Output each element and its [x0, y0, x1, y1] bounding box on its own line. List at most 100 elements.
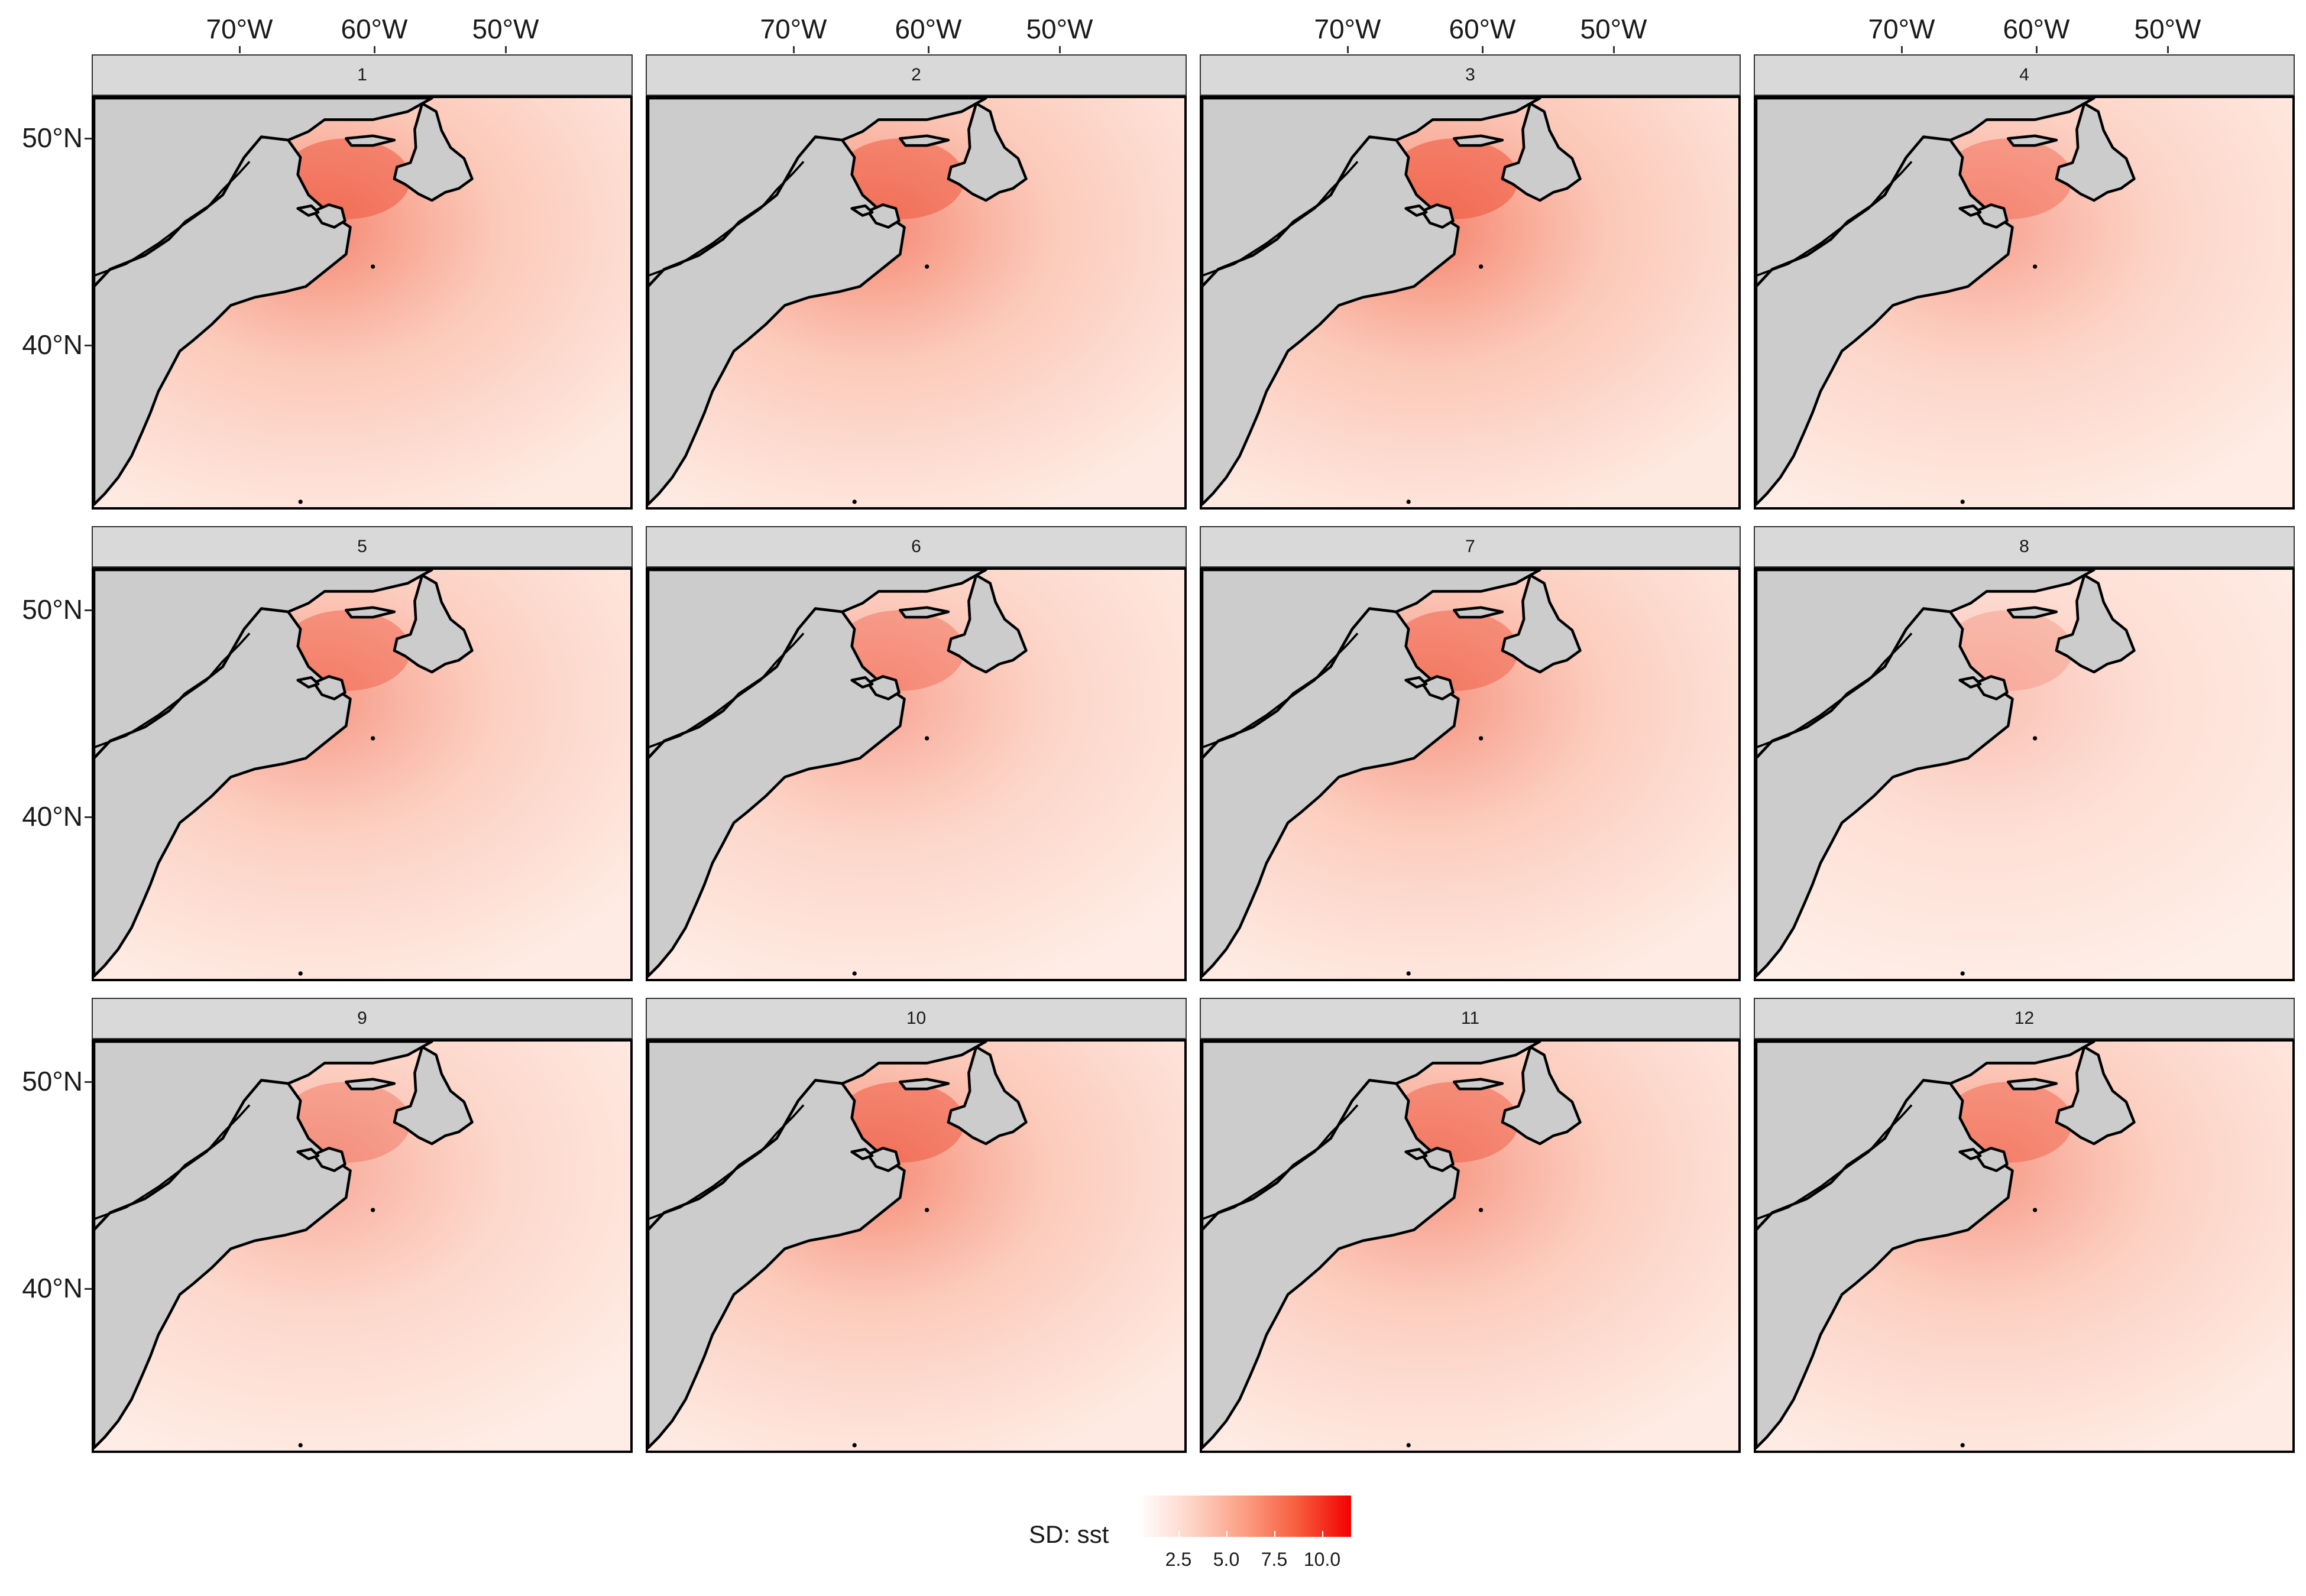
anticosti-island-land	[345, 134, 396, 147]
sst-sd-map	[94, 1042, 630, 1451]
sable-island	[1479, 1208, 1484, 1212]
map-frame	[1754, 1039, 2295, 1453]
cape-breton-land	[1420, 1147, 1455, 1172]
newfoundland-land	[393, 1045, 474, 1146]
bermuda	[1960, 971, 1965, 976]
cape-breton-land	[312, 203, 346, 229]
panel-strip-label: 12	[1754, 998, 2295, 1039]
legend-tick-mark	[1178, 1531, 1180, 1537]
panel-strip-label: 4	[1754, 54, 2295, 96]
newfoundland-land	[2055, 573, 2136, 674]
border-line	[94, 632, 251, 749]
longitude-tick-label: 60°W	[895, 14, 962, 44]
panel-strip-label: 11	[1200, 998, 1741, 1039]
latitude-tick-mark	[85, 1081, 92, 1083]
anticosti-island-land	[1453, 1078, 1504, 1091]
pei-island-land	[850, 204, 874, 217]
panel-strip-label: 9	[92, 998, 633, 1039]
sable-island	[2033, 736, 2038, 741]
sst-sd-map	[1756, 98, 2292, 507]
longitude-tick-mark	[1613, 46, 1615, 53]
latitude-tick-mark	[85, 816, 92, 818]
map-frame	[646, 96, 1187, 510]
map-panel: 4	[1754, 54, 2295, 510]
cape-breton-land	[1974, 675, 2009, 700]
sable-island	[925, 736, 929, 741]
sst-sd-map	[648, 98, 1184, 507]
legend-tick-mark	[1274, 1531, 1275, 1537]
border-line	[94, 1104, 251, 1221]
panel-strip-label: 10	[646, 998, 1187, 1039]
longitude-tick-mark	[1347, 46, 1349, 53]
anticosti-island-land	[345, 606, 396, 619]
map-frame	[1200, 567, 1741, 981]
map-panel: 10	[646, 998, 1187, 1453]
sable-island	[1479, 736, 1484, 741]
bermuda	[852, 499, 857, 504]
map-frame	[1200, 1039, 1741, 1453]
pei-island-land	[1958, 204, 1982, 217]
anticosti-island-land	[2007, 134, 2058, 147]
newfoundland-land	[1501, 1045, 1582, 1146]
legend-title: SD: sst	[1029, 1520, 1109, 1548]
latitude-tick-mark	[85, 609, 92, 611]
longitude-tick-mark	[1482, 46, 1484, 53]
legend-tick-mark	[1226, 1531, 1228, 1537]
bermuda	[1960, 499, 1965, 504]
bermuda	[1960, 1443, 1965, 1448]
cape-breton-land	[1974, 1147, 2009, 1172]
latitude-tick-label: 40°N	[22, 1273, 83, 1303]
anticosti-island-land	[899, 134, 950, 147]
newfoundland-land	[947, 573, 1028, 674]
sst-sd-map	[1756, 1042, 2292, 1451]
panel-strip-label: 2	[646, 54, 1187, 96]
latitude-tick-label: 50°N	[22, 1066, 83, 1097]
newfoundland-land	[1501, 102, 1582, 202]
bermuda	[1406, 1443, 1411, 1448]
newfoundland-land	[2055, 102, 2136, 202]
latitude-tick-label: 50°N	[22, 594, 83, 625]
legend-tick-mark	[1322, 1531, 1323, 1537]
sst-sd-map	[1756, 570, 2292, 979]
panel-strip-label: 7	[1200, 526, 1741, 567]
cape-breton-land	[312, 675, 346, 700]
panel-strip-label: 1	[92, 54, 633, 96]
sable-island	[2033, 264, 2038, 269]
longitude-tick-label: 70°W	[760, 14, 827, 44]
panel-strip-label: 3	[1200, 54, 1741, 96]
map-frame	[92, 1039, 633, 1453]
longitude-tick-label: 70°W	[206, 14, 273, 44]
border-line	[1202, 161, 1359, 277]
sst-sd-map	[648, 1042, 1184, 1451]
longitude-tick-label: 50°W	[1580, 14, 1647, 44]
legend-colorbar	[1138, 1496, 1351, 1537]
bermuda	[852, 1443, 857, 1448]
longitude-tick-mark	[374, 46, 375, 53]
sst-sd-map	[648, 570, 1184, 979]
pei-island-land	[1958, 1147, 1982, 1160]
legend-tick-label: 5.0	[1213, 1549, 1240, 1570]
panel-strip-label: 6	[646, 526, 1187, 567]
pei-island-land	[1404, 676, 1428, 689]
pei-island-land	[296, 1147, 320, 1160]
map-panel: 7	[1200, 526, 1741, 981]
longitude-tick-mark	[793, 46, 795, 53]
border-line	[648, 1104, 805, 1221]
longitude-tick-mark	[2167, 46, 2169, 53]
latitude-tick-mark	[85, 138, 92, 140]
map-panel: 2	[646, 54, 1187, 510]
cape-breton-land	[1420, 203, 1455, 229]
bermuda	[298, 971, 303, 976]
bermuda	[852, 971, 857, 976]
panel-strip-label: 8	[1754, 526, 2295, 567]
anticosti-island-land	[1453, 134, 1504, 147]
longitude-tick-label: 50°W	[1026, 14, 1093, 44]
longitude-tick-label: 50°W	[2134, 14, 2201, 44]
longitude-tick-label: 70°W	[1868, 14, 1935, 44]
longitude-tick-mark	[1059, 46, 1061, 53]
sst-sd-map	[1202, 570, 1738, 979]
sable-island	[2033, 1208, 2038, 1212]
map-frame	[92, 567, 633, 981]
border-line	[648, 632, 805, 749]
